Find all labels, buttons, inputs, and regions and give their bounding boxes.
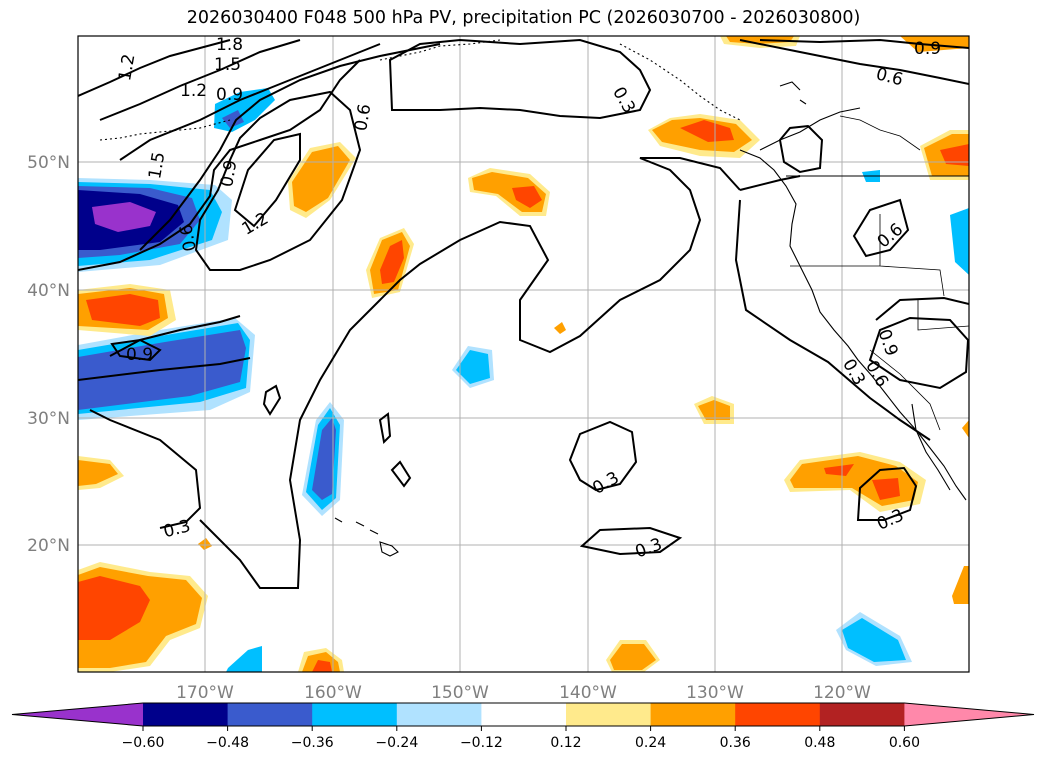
contour-label: 0.9 xyxy=(216,85,243,105)
lon-label: 140°W xyxy=(559,683,617,703)
colorbar-segment xyxy=(735,703,821,726)
colorbar-tick-label: 0.36 xyxy=(720,735,751,751)
colorbar-segment xyxy=(819,703,905,726)
contour-loop-east-2 xyxy=(875,296,969,321)
colorbar-segment xyxy=(481,703,567,726)
pos-anomaly-130w-north-3 xyxy=(680,120,734,142)
pos-anomaly-bottom-160w-3 xyxy=(312,660,332,672)
contour-label: 0.6 xyxy=(176,223,200,253)
lat-labels: 50°N 40°N 30°N 20°N xyxy=(27,153,70,556)
lon-label: 120°W xyxy=(813,683,871,703)
neg-anomaly-west-north-5 xyxy=(92,202,156,232)
contour-03-loop-20n xyxy=(579,526,683,556)
neg-anomaly-central-2 xyxy=(456,350,490,384)
coastlines xyxy=(99,39,969,557)
lat-label: 40°N xyxy=(27,281,70,301)
contour-north-5 xyxy=(78,59,361,271)
colorbar-tick-label: −0.24 xyxy=(375,735,418,751)
colorbar-tick-label: −0.12 xyxy=(460,735,503,751)
pos-anomaly-155w-3 xyxy=(380,240,404,284)
lon-labels: 170°W 160°W 150°W 140°W 130°W 120°W xyxy=(176,683,871,703)
pos-anomaly-bottom-138w-2 xyxy=(610,644,656,670)
contour-label: 1.2 xyxy=(180,81,207,101)
pos-anomaly-east-25n-3 xyxy=(824,464,900,500)
neg-anomaly-160w-3 xyxy=(312,418,336,500)
pv-contour-labels: 1.8 1.5 1.2 1.2 0.9 0.6 0.3 0.9 0.6 1.5 … xyxy=(115,35,941,563)
contour-north-2 xyxy=(99,39,301,121)
lon-label: 160°W xyxy=(304,683,362,703)
map-border xyxy=(77,35,970,673)
contour-09-ne xyxy=(759,38,969,49)
neg-fragment-2 xyxy=(950,208,969,275)
contour-06-main xyxy=(194,90,362,271)
contour-03-main xyxy=(89,157,741,589)
contour-label: 0.9 xyxy=(914,39,941,59)
contour-03-east xyxy=(734,175,931,441)
colorbar-tick-label: 0.48 xyxy=(804,735,835,751)
contour-north-6 xyxy=(388,38,652,120)
contour-north-3 xyxy=(119,43,381,161)
pos-fragment-2 xyxy=(554,322,566,334)
contour-loop-east-1 xyxy=(868,316,969,390)
pos-anomaly-east-3 xyxy=(940,144,969,166)
contour-label: 1.2 xyxy=(115,52,139,82)
contour-06-ne xyxy=(739,39,969,85)
colorbar: −0.60 −0.48 −0.36 −0.24 −0.12 0.12 0.24 0.36 0.4… xyxy=(11,702,1035,751)
colorbar-segment xyxy=(566,703,652,726)
colorbar-extend-min xyxy=(12,703,143,726)
colorbar-extend-max xyxy=(904,703,1034,726)
map-content: 1.8 1.5 1.2 1.2 0.9 0.6 0.3 0.9 0.6 1.5 … xyxy=(78,35,969,672)
contour-small-3 xyxy=(378,412,392,445)
neg-anomaly-gulf-2 xyxy=(222,110,244,128)
contour-label: 1.8 xyxy=(216,35,243,55)
lon-label: 130°W xyxy=(686,683,744,703)
pos-anomaly-e-15n xyxy=(952,566,969,604)
lat-label: 50°N xyxy=(27,153,70,173)
contour-06-east-loop xyxy=(852,198,910,258)
contour-north-1 xyxy=(78,39,231,97)
colorbar-tick-label: 0.24 xyxy=(635,735,666,751)
contour-label: 0.6 xyxy=(351,102,375,132)
contour-03-loop-se xyxy=(856,466,918,521)
colorbar-segment xyxy=(227,703,313,726)
pos-anomaly-west-3 xyxy=(86,294,160,326)
colorbar-tick-label: 0.12 xyxy=(550,735,581,751)
contour-03-loop-30n xyxy=(568,420,638,492)
contour-09-a xyxy=(109,315,241,357)
colorbar-segment xyxy=(312,703,398,726)
lon-label: 170°W xyxy=(176,683,234,703)
contour-small-2 xyxy=(262,384,282,416)
contour-label: 1.5 xyxy=(214,55,241,75)
contour-label: 1.5 xyxy=(145,150,169,180)
contour-small-4 xyxy=(390,460,412,488)
pos-anomaly-130w-30n-2 xyxy=(698,400,730,420)
contour-12-loop xyxy=(233,132,301,228)
colorbar-segment xyxy=(143,703,229,726)
colorbar-tick-label: −0.48 xyxy=(206,735,249,751)
colorbar-segment xyxy=(650,703,736,726)
neg-anomaly-se-2 xyxy=(842,618,906,662)
pos-anomaly-top-right xyxy=(900,36,969,52)
pos-anomaly-west-27n-2 xyxy=(78,460,118,486)
neg-fragment-1 xyxy=(226,646,262,672)
contour-small-1 xyxy=(778,124,824,174)
lat-label: 30°N xyxy=(27,409,70,429)
lon-label: 150°W xyxy=(431,683,489,703)
contour-small-5 xyxy=(110,338,162,362)
pv-contours xyxy=(78,38,969,589)
contour-09-b xyxy=(78,357,251,381)
pos-anomaly-sw-3 xyxy=(78,576,150,640)
colorbar-tick-label: −0.60 xyxy=(122,735,165,751)
colorbar-segment xyxy=(396,703,482,726)
map-title: 2026030400 F048 500 hPa PV, precipitatio… xyxy=(186,8,861,28)
colorbar-tick-label: 0.60 xyxy=(889,735,920,751)
lat-label: 20°N xyxy=(27,536,70,556)
pos-fragment-3 xyxy=(962,420,969,438)
contour-label: 0.9 xyxy=(217,158,241,188)
gridlines xyxy=(78,36,969,672)
contour-label: 0.9 xyxy=(126,345,153,365)
pos-anomaly-147w-3 xyxy=(512,186,542,208)
colorbar-tick-label: −0.36 xyxy=(291,735,334,751)
